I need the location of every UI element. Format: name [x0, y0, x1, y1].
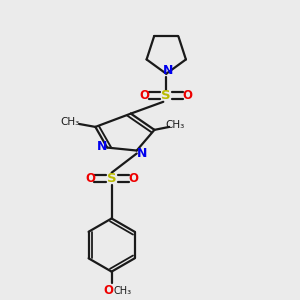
Text: N: N: [163, 64, 173, 77]
Text: O: O: [104, 284, 114, 297]
Text: O: O: [128, 172, 138, 185]
Text: N: N: [137, 147, 147, 160]
Text: CH₃: CH₃: [61, 118, 80, 128]
Text: CH₃: CH₃: [114, 286, 132, 296]
Text: CH₃: CH₃: [166, 120, 185, 130]
Text: O: O: [140, 89, 150, 102]
Text: O: O: [85, 172, 95, 185]
Text: S: S: [161, 89, 171, 102]
Text: O: O: [183, 89, 193, 102]
Text: S: S: [107, 172, 116, 185]
Text: N: N: [97, 140, 107, 153]
